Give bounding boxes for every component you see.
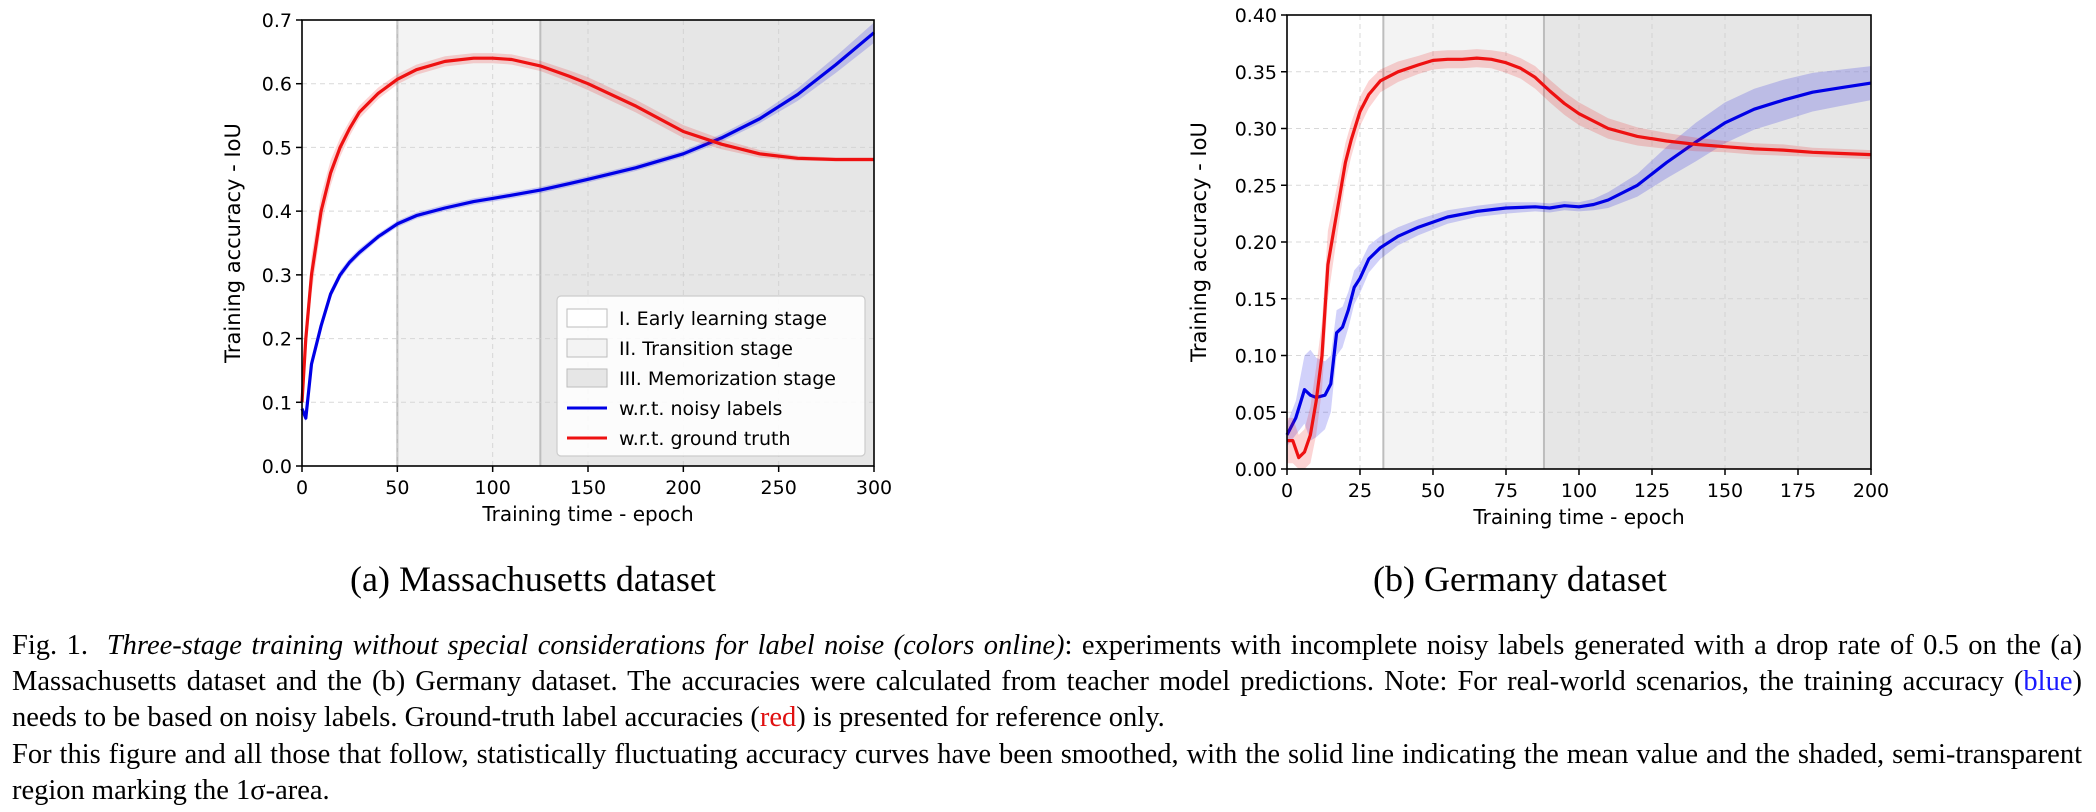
- x-tick-label: 150: [570, 477, 606, 499]
- figure-caption-paragraph-1: Fig. 1. Three-stage training without spe…: [12, 628, 2082, 736]
- y-tick-label: 0.2: [262, 329, 292, 351]
- legend-label: I. Early learning stage: [619, 308, 827, 330]
- x-tick-label: 0: [296, 477, 308, 499]
- figure-caption-text-3: ) is presented for reference only.: [796, 702, 1165, 733]
- series-line: [1285, 81, 1872, 436]
- x-tick-label: 150: [1707, 480, 1743, 502]
- x-axis-label: Training time - epoch: [1472, 505, 1684, 529]
- y-tick-label: 0.05: [1235, 402, 1277, 424]
- x-tick-label: 50: [1421, 480, 1445, 502]
- legend-label: w.r.t. ground truth: [619, 428, 791, 450]
- figure-caption-text-1: : experiments with incomplete noisy labe…: [12, 630, 2082, 697]
- x-tick-label: 100: [475, 477, 511, 499]
- legend-box: [556, 295, 866, 457]
- y-tick-label: 0.1: [262, 392, 292, 414]
- chart-massachusetts: 0 50 100 150 200 250 300 0.0 0.1 0.2 0.3 0.4 0.5 0.6 0…: [221, 10, 892, 526]
- confidence-band: [1287, 66, 1871, 447]
- x-tick-label: 100: [1561, 480, 1597, 502]
- red-word: red: [759, 702, 797, 733]
- y-tick-label: 0.7: [262, 10, 292, 32]
- figure-label: Fig. 1.: [12, 630, 88, 661]
- figure-caption-text-2: ) needs to be based on noisy labels. Gro…: [12, 666, 2082, 733]
- y-axis-label: Training accuracy - IoU: [1187, 122, 1211, 363]
- x-tick-label: 75: [1494, 480, 1518, 502]
- series-line: [300, 56, 874, 403]
- legend-label: III. Memorization stage: [619, 368, 836, 390]
- x-tick-label: 125: [1634, 480, 1670, 502]
- x-tick-label: 0: [1281, 480, 1293, 502]
- y-tick-label: 0.10: [1235, 346, 1277, 368]
- y-tick-label: 0.4: [262, 201, 292, 223]
- legend-patch: [566, 308, 608, 328]
- series-line: [1287, 56, 1872, 460]
- y-tick-label: 0.40: [1235, 5, 1277, 27]
- x-tick-label: 175: [1780, 480, 1816, 502]
- x-tick-label: 200: [1853, 480, 1889, 502]
- stage-region: [397, 20, 541, 466]
- stage-region: [1383, 15, 1544, 469]
- y-tick-label: 0.15: [1235, 289, 1277, 311]
- y-tick-label: 0.30: [1235, 119, 1277, 141]
- figure-caption-paragraph-2: For this figure and all those that follo…: [12, 739, 2082, 806]
- y-tick-label: 0.25: [1235, 175, 1277, 197]
- legend-label: w.r.t. noisy labels: [619, 398, 782, 420]
- y-tick-label: 0.20: [1235, 232, 1277, 254]
- chart-germany: 0 25 50 75 100 125 150 175 200 0.00 0.05 0.10 0.15 0.…: [1187, 5, 1889, 529]
- y-tick-label: 0.6: [262, 74, 292, 96]
- series-line: [300, 31, 876, 420]
- figure-caption-title: Three-stage training without special con…: [106, 630, 1065, 661]
- blue-word: blue: [2023, 666, 2073, 697]
- figure-charts: 0 50 100 150 200 250 3000.00.10.20.30.40.50.60…: [221, 5, 1889, 529]
- y-tick-label: 0.35: [1235, 62, 1277, 84]
- y-tick-label: 0.3: [262, 265, 292, 287]
- y-tick-label: 0.5: [262, 137, 292, 159]
- y-axis-label: Training accuracy - IoU: [221, 123, 245, 364]
- y-tick-label: 0.00: [1235, 459, 1277, 481]
- x-tick-label: 25: [1348, 480, 1372, 502]
- x-tick-label: 250: [761, 477, 797, 499]
- x-axis-label: Training time - epoch: [481, 502, 693, 526]
- legend-patch: [566, 368, 608, 388]
- x-tick-label: 200: [665, 477, 701, 499]
- x-tick-label: 50: [385, 477, 409, 499]
- y-tick-label: 0.0: [262, 456, 292, 478]
- legend-patch: [566, 338, 608, 358]
- legend-label: II. Transition stage: [619, 338, 793, 360]
- subcaption-a: (a) Massachusetts dataset: [350, 559, 716, 599]
- x-tick-label: 300: [856, 477, 892, 499]
- subcaption-b: (b) Germany dataset: [1373, 559, 1667, 599]
